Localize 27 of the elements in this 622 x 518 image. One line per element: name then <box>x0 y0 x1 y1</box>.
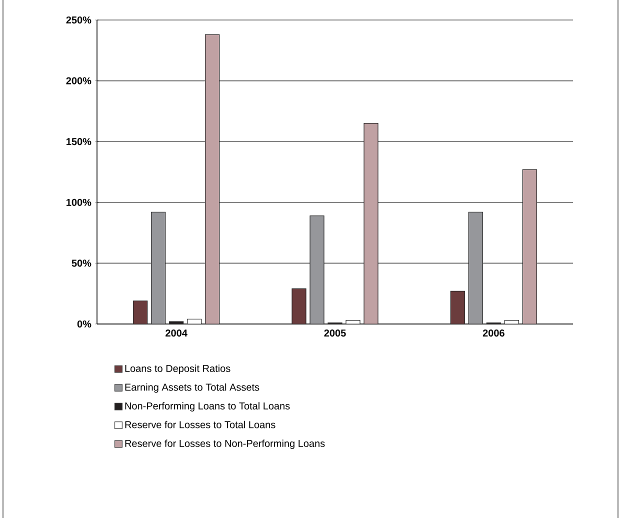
legend-label: Reserve for Losses to Non-Performing Loans <box>125 440 325 449</box>
x-tick-label: 2006 <box>482 330 504 337</box>
bar <box>187 318 202 324</box>
bar <box>151 212 166 324</box>
legend-label: Loans to Deposit Ratios <box>125 364 230 374</box>
legend-label: Non-Performing Loans to Total Loans <box>125 402 290 412</box>
bar <box>504 320 519 324</box>
bar <box>364 123 378 324</box>
legend-label: Earning Assets to Total Assets <box>125 383 260 393</box>
y-tick-label: 150% <box>66 138 92 146</box>
legend-label: Reserve for Losses to Total Loans <box>125 420 276 428</box>
bar <box>346 320 360 324</box>
x-tick-label: 2005 <box>324 330 346 337</box>
bar <box>310 215 324 324</box>
bar <box>450 290 465 324</box>
y-tick-label: 200% <box>66 77 92 84</box>
bar <box>205 34 220 324</box>
bar <box>292 288 306 324</box>
bar <box>169 321 184 324</box>
y-tick-label: 250% <box>66 16 92 24</box>
y-tick-label: 100% <box>66 198 92 206</box>
bar <box>522 169 537 324</box>
y-tick-label: 0% <box>77 320 92 328</box>
bar <box>468 212 483 324</box>
y-tick-label: 50% <box>72 260 92 267</box>
bar <box>133 300 148 324</box>
x-tick-label: 2004 <box>166 330 188 337</box>
